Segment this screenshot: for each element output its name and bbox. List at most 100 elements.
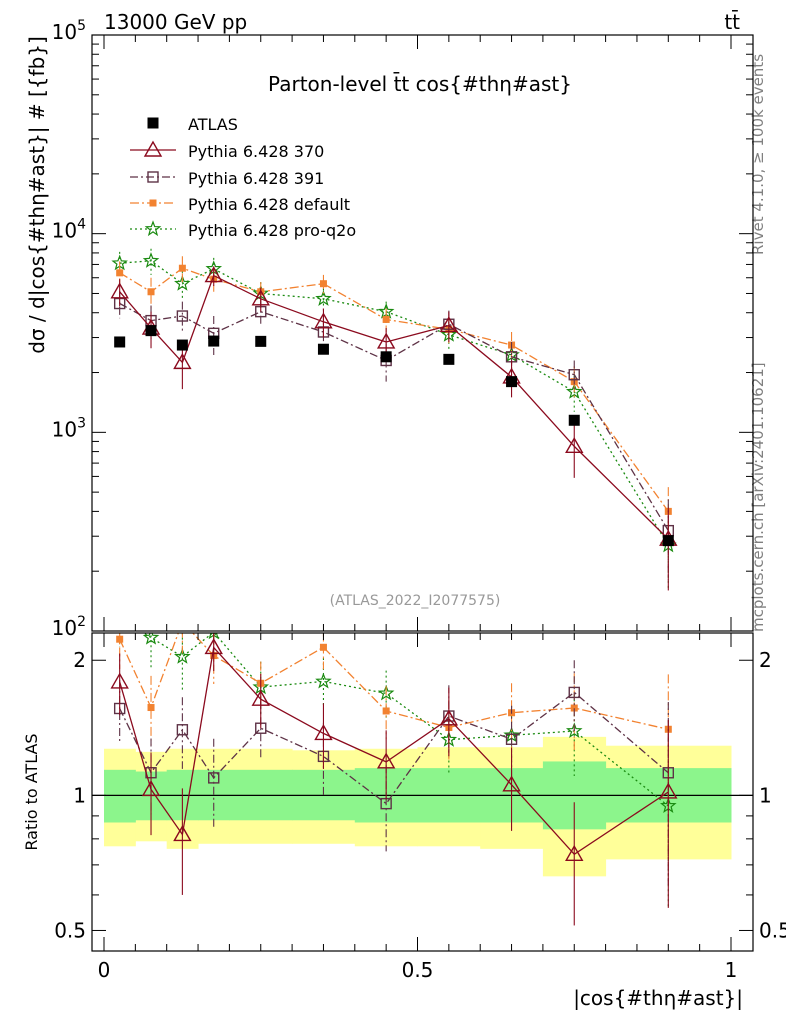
pythia-370-point (314, 312, 333, 329)
legend-pythia-391-marker (147, 171, 159, 183)
pythia-370-point (110, 282, 129, 299)
pythia-370-ratio-point (251, 689, 270, 706)
main-panel-frame (91, 34, 754, 632)
pythia-default-ratio-point (179, 618, 186, 625)
pythia-370-point (204, 266, 223, 283)
pythia-370-point (376, 332, 396, 349)
pythia-default-point (147, 288, 155, 296)
pythia-default-line (119, 267, 669, 512)
pythia-pro-q2o-ratio-point (174, 647, 191, 664)
pythia-default-ratio-point (382, 707, 390, 715)
y-axis-label: dσ / d|cos{#thη#ast}| # [{fb}] (25, 36, 49, 354)
pythia-370-ratio-point (659, 782, 678, 799)
ratio-y-ticks: 0.5 0.5 1 1 2 2 (54, 648, 786, 942)
pythia-default-point (116, 269, 124, 277)
x-tick-label: 0 (98, 958, 111, 982)
main-x-ticks (103, 35, 732, 631)
ratio-y-tick-label-right: 1 (759, 783, 772, 807)
pythia-pro-q2o-line (119, 260, 669, 546)
mcplots-label: mcplots.cern.ch [arXiv:2401.10621] (749, 362, 767, 632)
pythia-default-ratio-point (116, 635, 124, 643)
pythia-391-series (113, 290, 674, 581)
legend-pythia-pro-q2o-label: Pythia 6.428 pro-q2o (188, 221, 356, 240)
ratio-band-inner (104, 769, 136, 823)
pythia-391-ratio-line (119, 691, 669, 805)
pythia-370-ratio-point (565, 844, 584, 861)
pythia-pro-q2o-ratio-point (315, 672, 332, 689)
pythia-default-ratio-point (319, 643, 327, 651)
ratio-series-layer (110, 610, 678, 926)
legend-pythia-370-marker (143, 140, 163, 157)
pythia-default-point (382, 315, 390, 323)
atlas-data-point (662, 535, 674, 547)
energy-label: 13000 GeV pp (104, 10, 247, 34)
pythia-391-point (176, 310, 189, 322)
pythia-391-line (119, 302, 669, 531)
y-tick-label: 105 (52, 18, 86, 44)
y-tick-label: 103 (52, 415, 86, 441)
pythia-default-ratio-line (119, 633, 669, 730)
atlas-data-point (208, 335, 220, 347)
ratio-y-tick-label-right: 2 (759, 648, 772, 672)
y-tick-label: 102 (52, 614, 86, 640)
pythia-391-ratio-point (568, 686, 580, 699)
ratio-panel-frame (91, 632, 754, 952)
pythia-370-ratio-point (314, 724, 333, 741)
pythia-370-ratio-point (173, 825, 192, 842)
pythia-pro-q2o-point (565, 383, 583, 399)
atlas-data-point (176, 339, 188, 351)
pythia-default-ratio-point (147, 704, 155, 712)
process-label: tt̄ (724, 9, 740, 34)
pythia-pro-q2o-point (174, 275, 191, 291)
main-panel: 102 103 104 105 Parton-level t̄t cos{#thη#a… (52, 18, 754, 640)
pythia-370-ratio-point (376, 752, 396, 769)
ratio-panel: 0.5 0.51 12 2 0 0.5 1 Ratio to ATLAS (22, 610, 786, 982)
pythia-370-ratio-series (110, 633, 678, 926)
atlas-data-point (114, 336, 126, 348)
atlas-data-point (380, 351, 392, 363)
atlas-data-point (443, 353, 455, 365)
pythia-pro-q2o-ratio-point (565, 722, 583, 739)
pythia-pro-q2o-ratio-point (113, 610, 126, 623)
pythia-default-ratio-point (570, 704, 578, 712)
atlas-data-point (506, 376, 518, 388)
ratio-y-tick-label: 1 (73, 783, 86, 807)
ratio-bands (104, 736, 732, 877)
rivet-version-label: Rivet 4.1.0, ≥ 100k events (749, 54, 767, 255)
legend-pythia-default-marker (149, 199, 157, 207)
pythia-pro-q2o-point (142, 252, 160, 268)
main-series-layer (110, 248, 678, 591)
pythia-370-point (251, 289, 270, 306)
pythia-pro-q2o-point (315, 290, 332, 306)
ratio-y-tick-label-right: 0.5 (759, 918, 786, 942)
pythia-pro-q2o-series (111, 248, 677, 591)
y-tick-label: 104 (52, 217, 86, 243)
pythia-370-line (119, 274, 669, 540)
legend-pythia-default-label: Pythia 6.428 default (188, 195, 350, 214)
atlas-data-point (145, 325, 157, 337)
atlas-data-point (255, 335, 267, 347)
legend-pythia-pro-q2o-marker (144, 220, 162, 237)
ratio-y-axis-label: Ratio to ATLAS (22, 733, 41, 850)
x-tick-label: 0.5 (402, 958, 434, 982)
ratio-y-tick-label: 2 (73, 648, 86, 672)
chart-title: Parton-level t̄t cos{#thη#ast} (268, 71, 572, 96)
pythia-370-point (173, 352, 192, 370)
legend-pythia-370-label: Pythia 6.428 370 (188, 142, 324, 161)
pythia-default-point (178, 264, 186, 272)
atlas-data-point (317, 343, 329, 355)
pythia-370-point (565, 436, 584, 454)
ratio-y-tick-label: 0.5 (54, 918, 86, 942)
x-axis-label: |cos{#thη#ast}| (573, 986, 743, 1010)
atlas-data-series (114, 325, 674, 547)
pythia-370-ratio-point (439, 709, 459, 726)
ratio-x-ticks: 0 0.5 1 (98, 633, 738, 982)
x-tick-label: 1 (725, 958, 738, 982)
pythia-370-ratio-point (110, 672, 129, 689)
legend-atlas-label: ATLAS (188, 115, 238, 134)
pythia-370-point (439, 316, 459, 333)
pythia-pro-q2o-ratio-point (142, 633, 160, 645)
pythia-default-point (319, 280, 327, 288)
pythia-391-ratio-point (208, 772, 220, 784)
